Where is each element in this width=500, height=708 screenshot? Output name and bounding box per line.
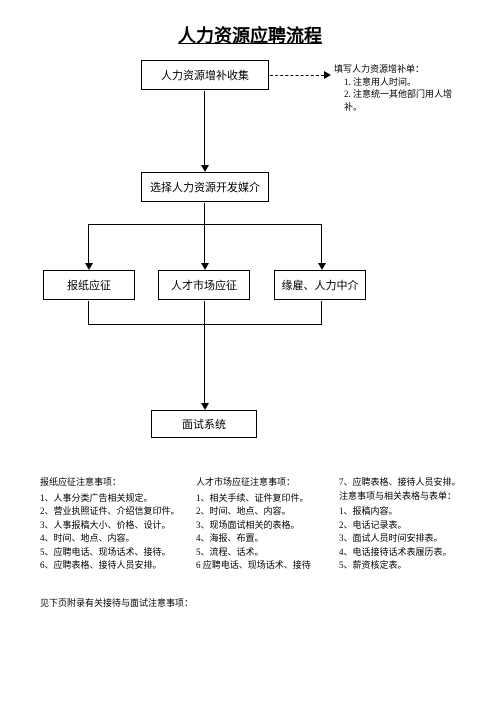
connector-line [204,203,205,224]
notes-item: 5、流程、话术。 [196,546,336,560]
notes-item: 3、人事报稿大小、价格、设计。 [40,519,190,533]
notes-item: 1、报稿内容。 [339,505,479,519]
notes-item: 3、面试人员时间安排表。 [339,532,479,546]
notes-item: 4、海报、布置。 [196,532,336,546]
notes-item: 2、营业执照证件、介绍信复印件。 [40,505,190,519]
notes-item: 1、人事分类广告相关规定。 [40,492,190,506]
node-market: 人才市场应征 [158,270,250,300]
connector-line [321,301,322,324]
notes-col-1: 报纸应征注意事项： 1、人事分类广告相关规定。 2、营业执照证件、介绍信复印件。… [40,476,190,573]
notes-item: 2、时间、地点、内容。 [196,505,336,519]
notes-header-1: 报纸应征注意事项： [40,476,190,490]
notes-col-2: 人才市场应征注意事项： 1、相关手续、证件复印件。 2、时间、地点、内容。 3、… [196,476,336,573]
connector-line [88,301,89,324]
node-media-label: 选择人力资源开发媒介 [150,179,260,195]
node-newspaper: 报纸应征 [43,270,135,300]
arrow-down-icon [201,263,209,270]
notes-item: 6、应聘表格、接待人员安排。 [40,559,190,573]
connector-line [204,324,205,403]
connector-line [204,224,205,263]
node-collect-label: 人力资源增补收集 [161,67,249,83]
node-interview-label: 面试系统 [182,416,226,432]
notes-item: 7、应聘表格、接待人员安排。 [339,476,479,490]
connector-line [321,224,322,263]
page-title: 人力资源应聘流程 [0,22,500,48]
node-interview: 面试系统 [151,410,257,438]
node-collect: 人力资源增补收集 [141,60,269,90]
node-newspaper-label: 报纸应征 [67,277,111,293]
arrow-down-icon [201,403,209,410]
node-agency-label: 缘雇、人力中介 [282,277,359,293]
notes-header-3: 注意事项与相关表格与表单： [339,490,479,504]
footer-note: 见下页附录有关接待与面试注意事项： [40,596,193,609]
notes-header-2: 人才市场应征注意事项： [196,476,336,490]
side-note-item-1: 1. 注意用人时间。 [334,76,464,89]
notes-item: 2、电话记录表。 [339,519,479,533]
arrow-down-icon [318,263,326,270]
notes-item: 5、薪资核定表。 [339,559,479,573]
connector-line [204,301,205,324]
node-market-label: 人才市场应征 [171,277,237,293]
connector-line [204,91,205,165]
arrow-down-icon [85,263,93,270]
notes-item: 1、相关手续、证件复印件。 [196,492,336,506]
arrow-right-icon [324,71,331,79]
connector-line [88,224,322,225]
connector-line [88,224,89,263]
arrow-down-icon [201,165,209,172]
notes-item: 4、时间、地点、内容。 [40,532,190,546]
node-media: 选择人力资源开发媒介 [141,172,269,202]
dashed-connector [270,75,324,76]
node-agency: 缘雇、人力中介 [274,270,366,300]
side-note-item-2: 2. 注意统一其他部门用人增补。 [334,88,464,113]
document-page: 人力资源应聘流程 人力资源增补收集 填写人力资源增补单： 1. 注意用人时间。 … [0,0,500,708]
connector-line [88,324,322,325]
notes-item: 4、电话接待话术表履历表。 [339,546,479,560]
side-note: 填写人力资源增补单： 1. 注意用人时间。 2. 注意统一其他部门用人增补。 [334,63,464,113]
notes-item: 5、应聘电话、现场话术、接待。 [40,546,190,560]
side-note-header: 填写人力资源增补单： [334,63,464,76]
notes-item: 3、现场面试相关的表格。 [196,519,336,533]
notes-col-3: 7、应聘表格、接待人员安排。 注意事项与相关表格与表单： 1、报稿内容。 2、电… [339,476,479,573]
notes-item: 6 应聘电话、现场话术、接待 [196,559,336,573]
